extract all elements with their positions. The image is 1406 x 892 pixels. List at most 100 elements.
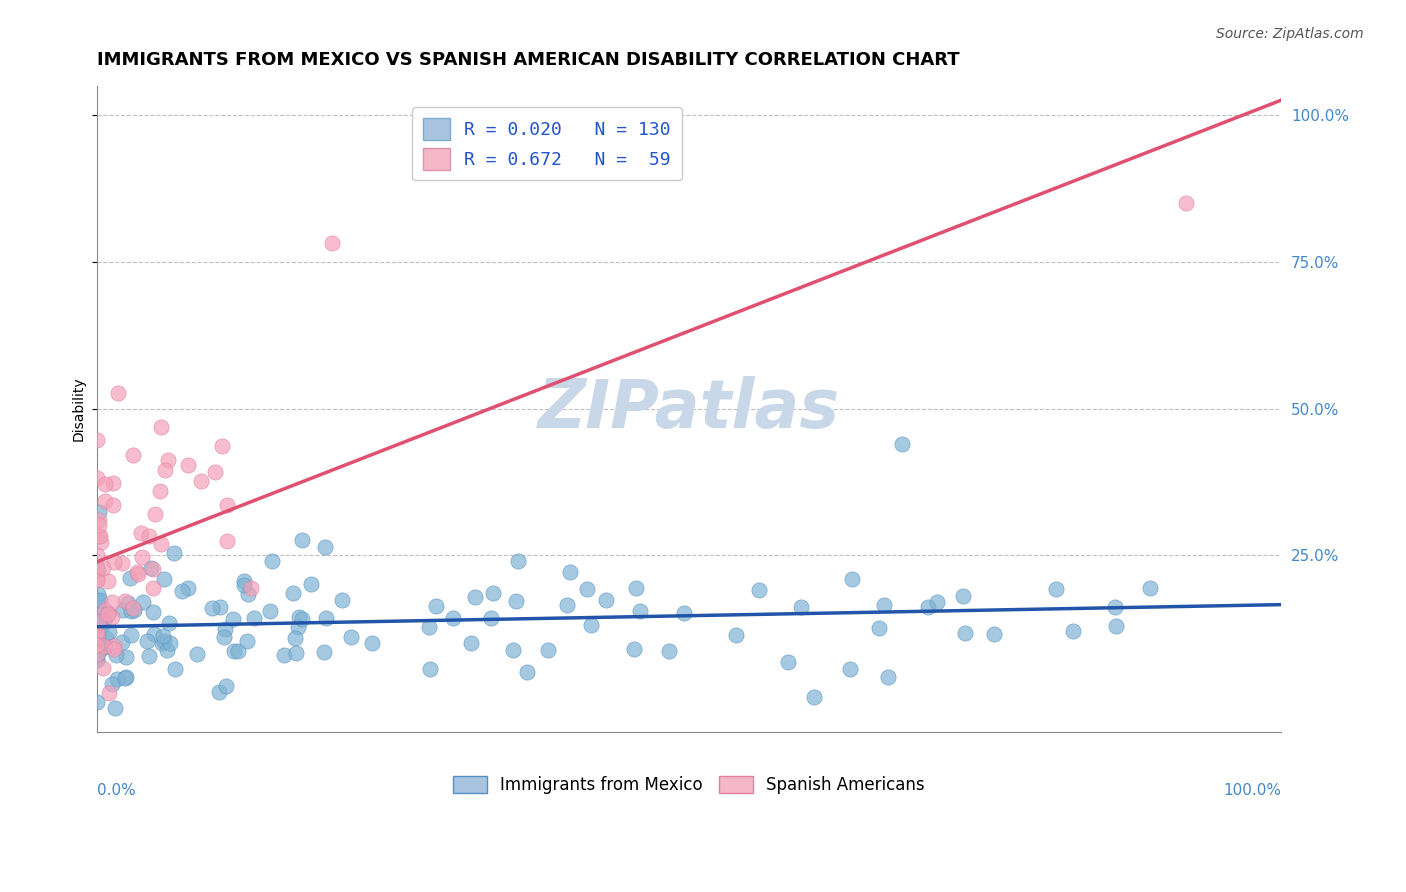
Point (86, 433, 108, 447)
Point (149, 483, 172, 498)
Point (86, 641, 108, 656)
Point (115, 670, 138, 684)
Point (86, 563, 108, 577)
Point (150, 537, 173, 551)
Point (361, 636, 384, 650)
Point (97, 607, 120, 621)
Point (127, 567, 149, 582)
Point (273, 648, 295, 662)
Point (115, 650, 138, 665)
Point (122, 448, 145, 462)
Point (90, 618, 112, 632)
Point (87, 615, 110, 630)
Point (141, 562, 163, 576)
Point (925, 595, 948, 609)
Point (537, 642, 560, 657)
Point (222, 643, 245, 657)
Point (260, 554, 283, 568)
Point (208, 685, 231, 699)
Point (163, 546, 186, 560)
Point (425, 599, 447, 613)
Point (579, 618, 602, 632)
Point (94, 640, 117, 655)
Point (281, 586, 304, 600)
Point (215, 679, 238, 693)
Point (418, 619, 440, 633)
Point (299, 576, 322, 591)
Point (91, 660, 114, 674)
Point (87, 513, 110, 527)
Point (131, 525, 153, 540)
Point (157, 615, 180, 630)
Point (101, 595, 124, 609)
Point (658, 644, 681, 658)
Point (955, 626, 977, 640)
Text: ZIPatlas: ZIPatlas (538, 376, 839, 442)
Point (211, 439, 233, 453)
Point (790, 600, 813, 615)
Point (242, 610, 264, 624)
Point (1105, 619, 1128, 633)
Point (222, 611, 245, 625)
Point (103, 555, 125, 569)
Point (159, 636, 181, 650)
Point (232, 578, 254, 592)
Point (1175, 196, 1198, 211)
Point (103, 640, 125, 654)
Point (94, 603, 117, 617)
Point (111, 635, 134, 649)
Point (214, 622, 236, 636)
Point (156, 642, 179, 657)
Point (321, 236, 343, 251)
Point (153, 572, 176, 586)
Point (555, 598, 578, 612)
Point (236, 633, 259, 648)
Point (558, 565, 581, 579)
Point (214, 631, 236, 645)
Point (136, 633, 159, 648)
Point (142, 605, 165, 619)
Point (91, 640, 114, 655)
Point (314, 645, 336, 659)
Point (315, 610, 337, 624)
Point (86, 560, 108, 574)
Point (97, 574, 120, 589)
Point (101, 476, 124, 491)
Point (516, 665, 538, 679)
Point (111, 556, 134, 570)
Y-axis label: Disability: Disability (72, 376, 86, 441)
Text: IMMIGRANTS FROM MEXICO VS SPANISH AMERICAN DISABILITY CORRELATION CHART: IMMIGRANTS FROM MEXICO VS SPANISH AMERIC… (97, 51, 960, 69)
Point (873, 599, 896, 613)
Point (93, 493, 115, 508)
Point (464, 591, 486, 605)
Point (1104, 599, 1126, 614)
Point (105, 673, 128, 687)
Point (139, 561, 162, 575)
Legend: Immigrants from Mexico, Spanish Americans: Immigrants from Mexico, Spanish American… (447, 769, 931, 801)
Point (97, 685, 120, 699)
Point (839, 662, 862, 676)
Point (86, 548, 108, 562)
Point (748, 582, 770, 597)
Point (86, 653, 108, 667)
Point (86, 629, 108, 643)
Point (93, 639, 115, 653)
Point (891, 437, 914, 451)
Point (314, 540, 336, 554)
Point (238, 587, 260, 601)
Point (482, 585, 505, 599)
Point (101, 609, 124, 624)
Point (624, 582, 647, 596)
Point (86, 651, 108, 665)
Point (86, 573, 108, 587)
Point (841, 572, 863, 586)
Point (120, 571, 142, 585)
Point (87, 563, 110, 577)
Point (672, 606, 695, 620)
Point (91, 560, 114, 574)
Point (104, 648, 127, 662)
Point (120, 604, 142, 618)
Point (89, 518, 111, 533)
Point (143, 507, 166, 521)
Point (87, 505, 110, 519)
